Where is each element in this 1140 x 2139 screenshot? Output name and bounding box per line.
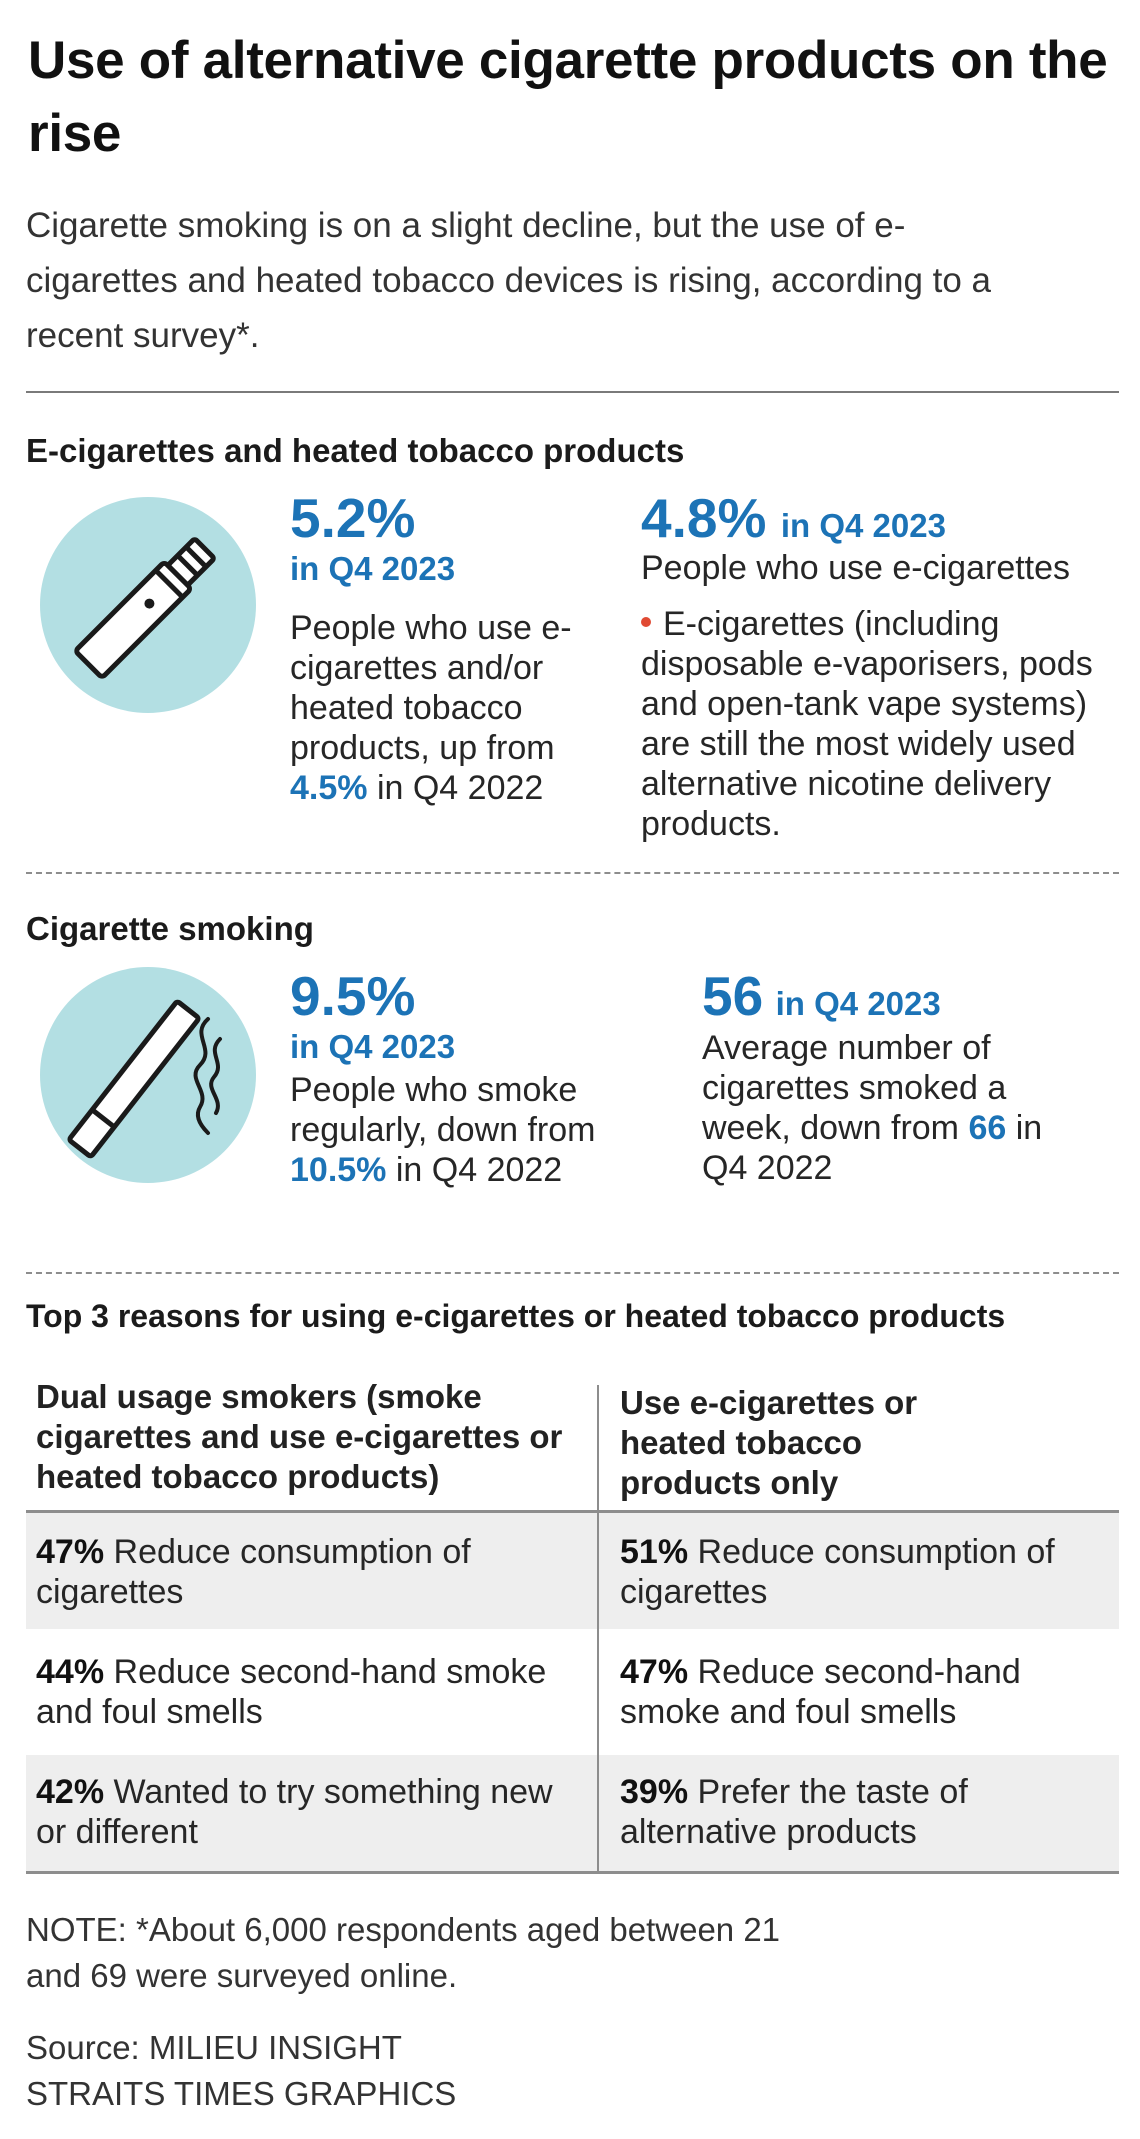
section-divider — [26, 872, 1119, 874]
stat-value: 56 — [702, 965, 764, 1027]
section-heading-reasons: Top 3 reasons for using e-cigarettes or … — [26, 1298, 1006, 1334]
table-cell: 47% Reduce consumption of cigarettes — [36, 1532, 566, 1612]
stat-text: People who smoke regularly, down from — [290, 1071, 596, 1149]
stat-text-after: in Q4 2022 — [395, 1151, 563, 1189]
table-bottom-rule — [26, 1871, 1119, 1874]
cell-text: Reduce consumption of cigarettes — [620, 1533, 1055, 1611]
table-header-rule — [26, 1510, 1119, 1513]
section-heading-smoking: Cigarette smoking — [26, 910, 314, 947]
column-header-alt-only: Use e-cigarettes or heated tobacco produ… — [620, 1384, 918, 1501]
ecig-bullet: E-cigarettes (including disposable e-vap… — [641, 604, 1121, 844]
stat-description: Average number of cigarettes smoked a we… — [702, 1028, 1062, 1188]
table-cell: 39% Prefer the taste of alternative prod… — [620, 1772, 1100, 1852]
e-cigarette-icon — [40, 497, 256, 713]
stat-label: People who use e-cigarettes — [641, 549, 1071, 587]
cell-pct: 47% — [36, 1533, 105, 1571]
stat-period: in Q4 2023 — [775, 985, 941, 1022]
stat-value: 4.8% — [641, 487, 767, 549]
column-divider — [597, 1385, 599, 1874]
stat-text-after: in Q4 2022 — [376, 769, 544, 807]
cell-text: Reduce consumption of cigarettes — [36, 1533, 471, 1611]
table-cell: 47% Reduce second-hand smoke and foul sm… — [620, 1652, 1100, 1732]
stat-period: in Q4 2023 — [780, 507, 946, 544]
stat-ecig-heated: 5.2% in Q4 2023 People who use e-cigaret… — [290, 490, 600, 808]
stat-text: Average number of cigarettes smoked a we… — [702, 1029, 1007, 1147]
table-cell: 42% Wanted to try something new or diffe… — [36, 1772, 566, 1852]
stat-ecig-only: 4.8% in Q4 2023 People who use e-cigaret… — [641, 490, 1121, 844]
bullet-dot-icon — [641, 617, 651, 628]
stat-value: 9.5% — [290, 965, 416, 1027]
table-cell: 51% Reduce consumption of cigarettes — [620, 1532, 1100, 1612]
table-cell: 44% Reduce second-hand smoke and foul sm… — [36, 1652, 566, 1732]
stat-value: 5.2% — [290, 487, 416, 549]
stat-text: People who use e-cigarettes and/or heate… — [290, 609, 572, 767]
stat-period: in Q4 2023 — [290, 550, 456, 587]
cell-text: Prefer the taste of alternative products — [620, 1773, 968, 1851]
stat-text-after: in Q4 2022 — [702, 1109, 1043, 1187]
cigarette-icon — [40, 967, 256, 1183]
source-line: Source: MILIEU INSIGHT — [26, 2029, 402, 2066]
section-heading-ecig: E-cigarettes and heated tobacco products — [26, 432, 685, 469]
column-header-dual: Dual usage smokers (smoke cigarettes and… — [36, 1378, 563, 1495]
stat-description: People who smoke regularly, down from 10… — [290, 1070, 640, 1190]
cell-pct: 39% — [620, 1773, 689, 1811]
stat-period: in Q4 2023 — [290, 1028, 456, 1065]
section-divider — [26, 1272, 1119, 1274]
top-divider — [26, 391, 1119, 393]
intro-text: Cigarette smoking is on a slight decline… — [26, 206, 992, 355]
page-title: Use of alternative cigarette products on… — [28, 31, 1108, 163]
cell-text: Reduce second-hand smoke and foul smells — [36, 1653, 547, 1731]
stat-prev-value: 4.5% — [290, 769, 368, 807]
footnote: NOTE: *About 6,000 respondents aged betw… — [26, 1911, 781, 1994]
cell-text: Reduce second-hand smoke and foul smells — [620, 1653, 1021, 1731]
row-shade — [26, 1755, 1119, 1872]
stat-description: People who use e-cigarettes and/or heate… — [290, 608, 600, 808]
cell-pct: 51% — [620, 1533, 689, 1571]
stat-prev-value: 10.5% — [290, 1151, 387, 1189]
credit-line: STRAITS TIMES GRAPHICS — [26, 2075, 457, 2112]
cell-pct: 44% — [36, 1653, 105, 1691]
stat-regular-smokers: 9.5% in Q4 2023 People who smoke regular… — [290, 968, 640, 1190]
cell-pct: 47% — [620, 1653, 689, 1691]
stat-weekly-cigarettes: 56 in Q4 2023 Average number of cigarett… — [702, 968, 1062, 1188]
stat-prev-value: 66 — [968, 1109, 1007, 1147]
bullet-text: E-cigarettes (including disposable e-vap… — [641, 605, 1093, 843]
cell-pct: 42% — [36, 1773, 105, 1811]
row-shade — [26, 1512, 1119, 1629]
cell-text: Wanted to try something new or different — [36, 1773, 553, 1851]
